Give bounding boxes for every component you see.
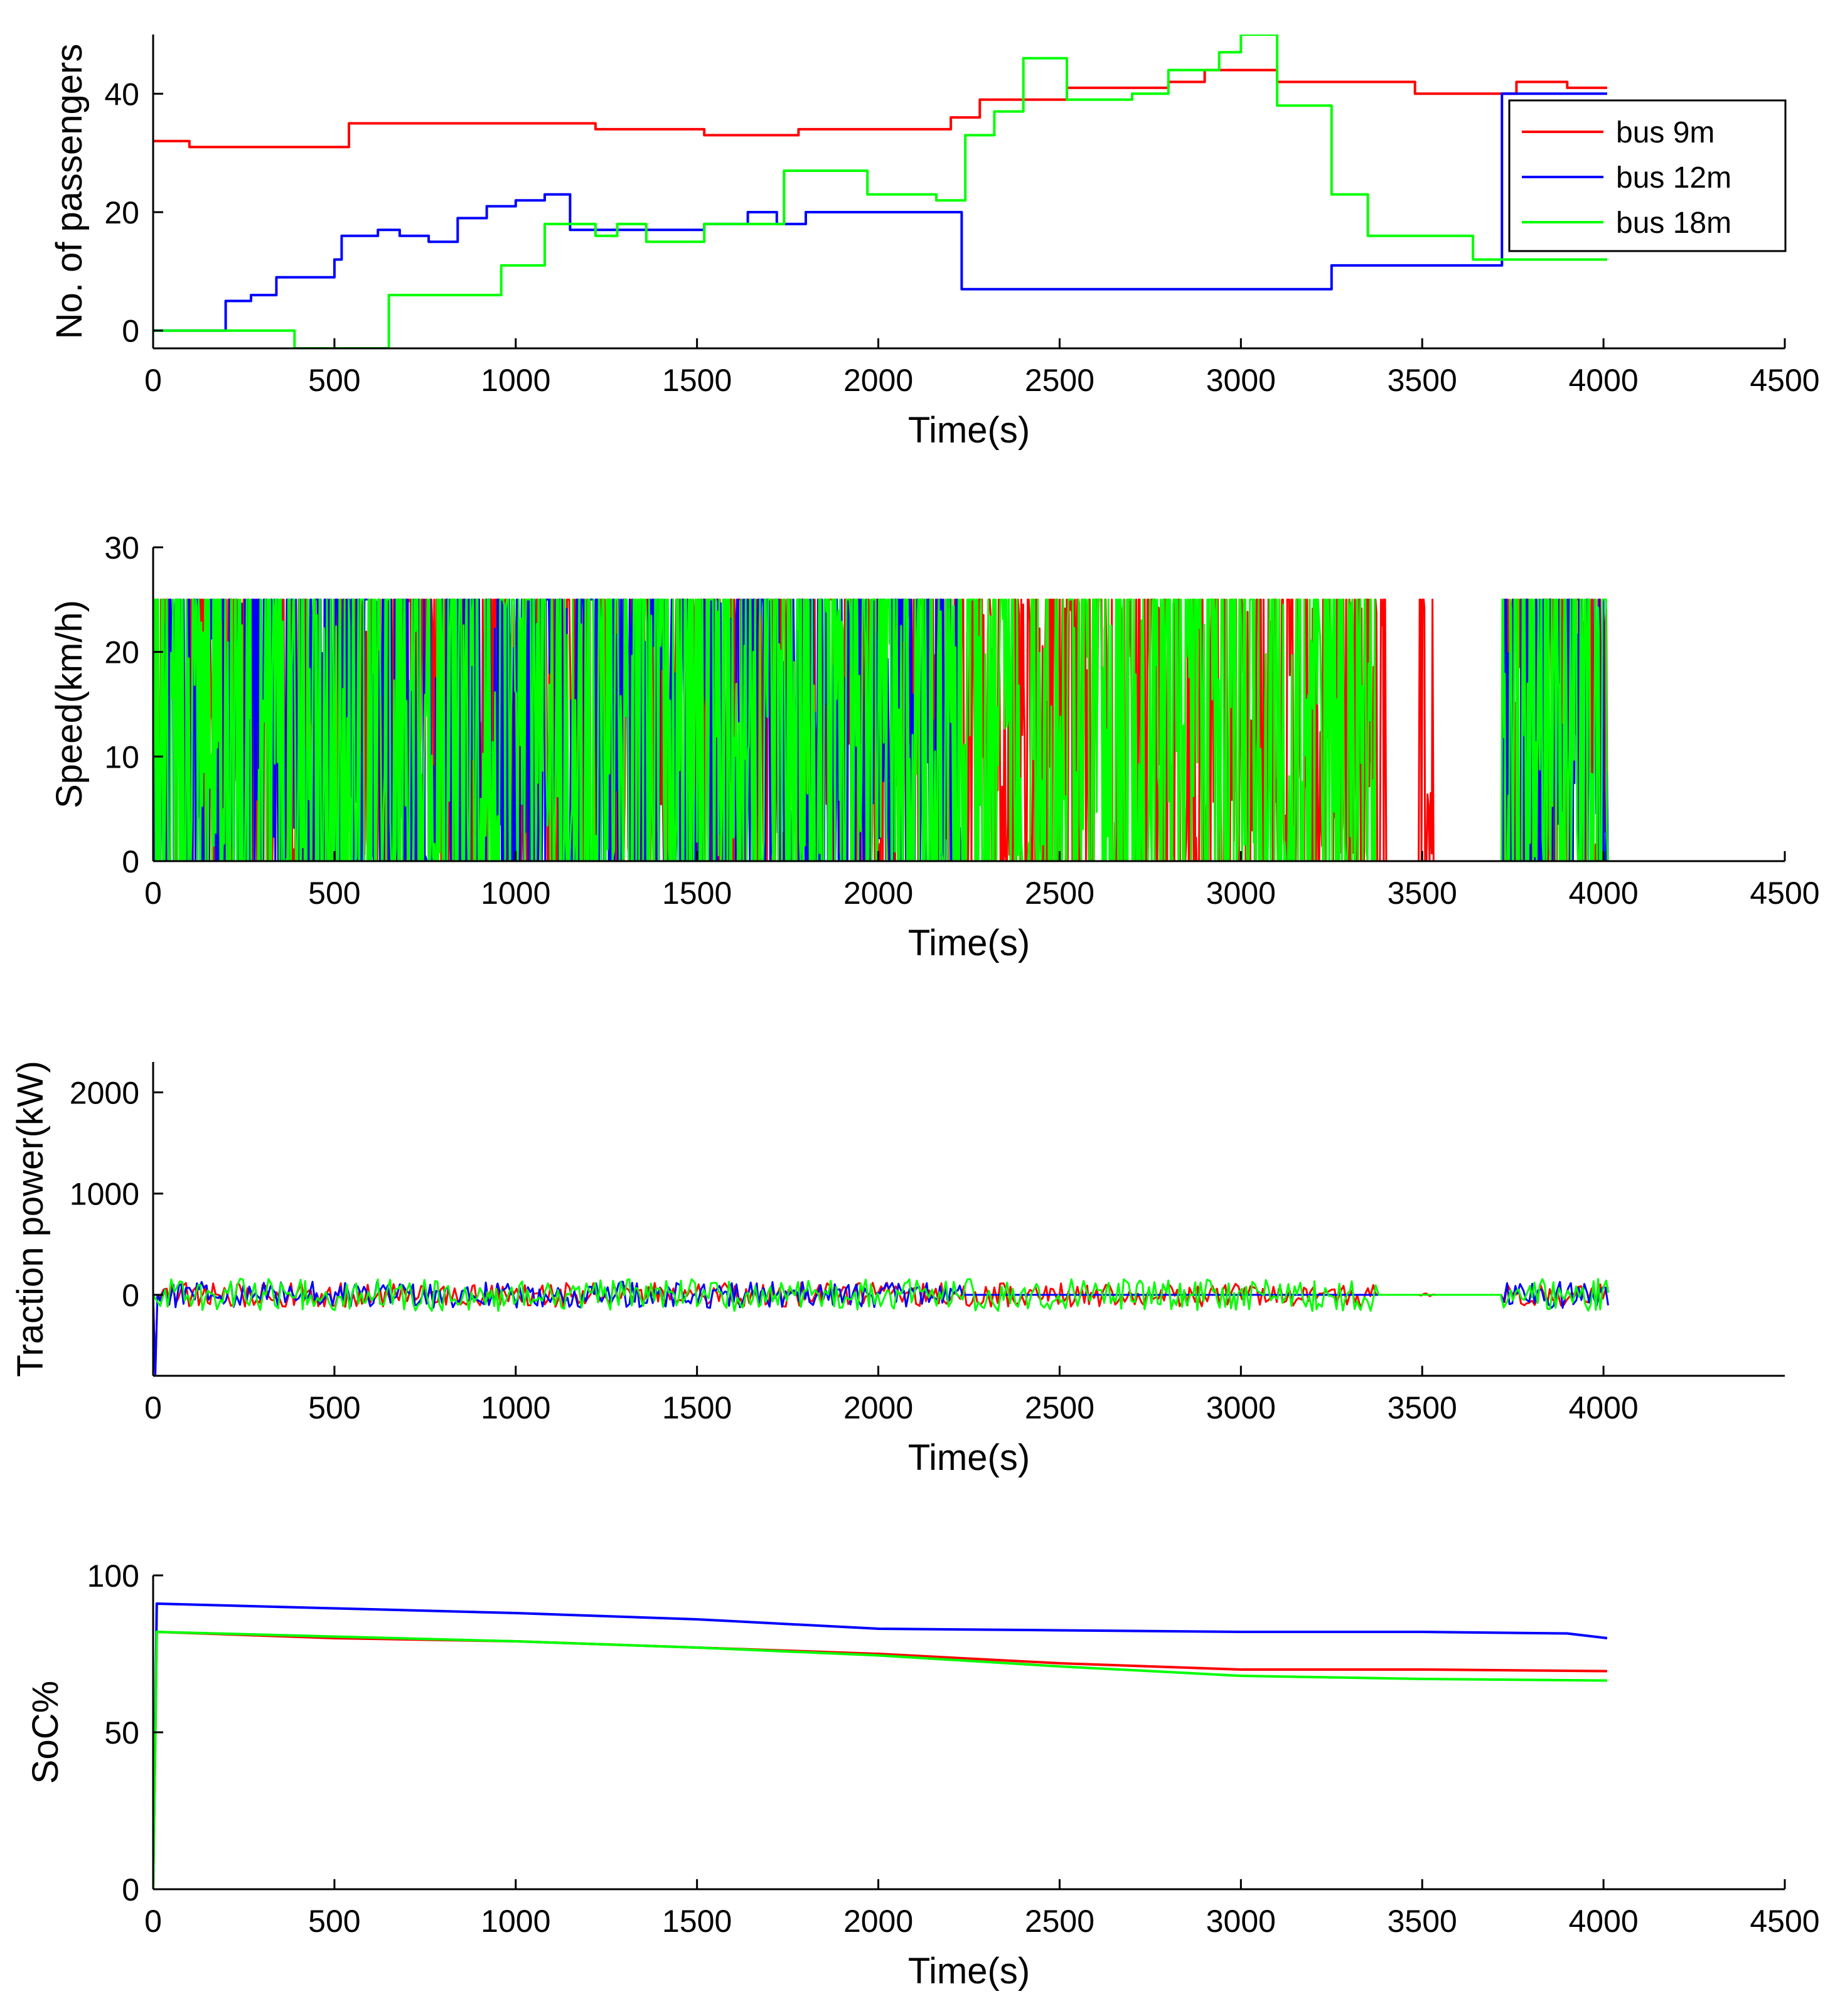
series-bus-18m [153, 1631, 1607, 1889]
x-tick-label: 1000 [481, 1904, 550, 1939]
x-axis-label: Time(s) [908, 1437, 1030, 1478]
x-tick-label: 1500 [662, 1390, 732, 1425]
x-tick-label: 3500 [1388, 363, 1457, 398]
series-bus-12m [153, 92, 1607, 332]
legend-label: bus 9m [1616, 116, 1715, 149]
x-tick-label: 500 [308, 1904, 360, 1939]
x-tick-label: 2500 [1025, 1390, 1094, 1425]
x-tick-label: 500 [308, 1390, 360, 1425]
x-tick-label: 2000 [843, 363, 913, 398]
x-tick-label: 1000 [481, 1390, 550, 1425]
y-tick-label: 20 [104, 195, 139, 230]
y-axis-label: No. of passengers [49, 44, 90, 340]
legend: bus 9m bus 12m bus 18m [1508, 99, 1787, 252]
x-tick-label: 0 [144, 876, 162, 911]
series-bus-18m [153, 35, 1607, 348]
x-tick-label: 1500 [662, 1904, 732, 1939]
x-tick-label: 2500 [1025, 1904, 1094, 1939]
x-tick-label: 3000 [1206, 1904, 1276, 1939]
x-tick-label: 4000 [1568, 1904, 1638, 1939]
y-tick-label: 40 [104, 77, 139, 112]
series-bus-12m [153, 1280, 1609, 1376]
x-tick-label: 3000 [1206, 363, 1276, 398]
y-tick-label: 100 [87, 1558, 139, 1594]
panel-speed: 0 500 1000 1500 2000 2500 3000 3500 4000 4500 0 10 2… [49, 530, 1820, 963]
y-tick-label: 2000 [70, 1075, 139, 1110]
x-tick-label: 2500 [1025, 363, 1094, 398]
y-axis-label: Speed(km/h) [49, 600, 90, 808]
series-bus-9m [153, 1282, 1609, 1376]
y-tick-label: 0 [122, 844, 139, 879]
plot-area [153, 35, 1607, 348]
x-tick-label: 4000 [1568, 876, 1638, 911]
plot-area [153, 1277, 1610, 1376]
y-axis-label: Traction power(kW) [10, 1061, 51, 1377]
panel-soc: 0 500 1000 1500 2000 2500 3000 3500 4000 4500 0 50 1… [25, 1558, 1820, 1992]
x-tick-label: 3000 [1206, 876, 1276, 911]
x-tick-label: 3000 [1206, 1390, 1276, 1425]
x-tick-label: 0 [144, 1390, 162, 1425]
y-tick-label: 20 [104, 635, 139, 670]
x-tick-label: 2500 [1025, 876, 1094, 911]
x-tick-label: 1500 [662, 876, 732, 911]
x-tick-label: 1000 [481, 876, 550, 911]
x-tick-label: 4000 [1568, 1390, 1638, 1425]
plot-area [153, 598, 1609, 861]
x-tick-label: 2000 [843, 1390, 913, 1425]
x-tick-label: 3500 [1388, 1390, 1457, 1425]
y-tick-label: 0 [122, 1278, 139, 1313]
y-tick-label: 50 [104, 1715, 139, 1751]
panel-traction: 0 500 1000 1500 2000 2500 3000 3500 4000 0 1000 200… [10, 1061, 1785, 1478]
series-bus-9m [153, 1631, 1607, 1889]
y-axis-label: SoC% [25, 1681, 66, 1784]
y-tick-label: 0 [122, 1872, 139, 1907]
legend-label: bus 12m [1616, 161, 1731, 195]
x-tick-label: 4000 [1568, 363, 1638, 398]
x-tick-label: 3500 [1388, 1904, 1457, 1939]
x-tick-label: 4500 [1750, 876, 1819, 911]
x-tick-label: 2000 [843, 1904, 913, 1939]
legend-label: bus 18m [1616, 206, 1731, 240]
series-bus-18m [153, 1277, 1610, 1312]
x-tick-label: 3500 [1388, 876, 1457, 911]
series-bus-9m [153, 68, 1607, 149]
y-tick-label: 1000 [70, 1177, 139, 1212]
x-tick-label: 0 [144, 363, 162, 398]
plot-area [153, 1602, 1608, 1889]
x-axis-label: Time(s) [908, 923, 1030, 963]
x-tick-label: 1000 [481, 363, 550, 398]
x-tick-label: 500 [308, 363, 360, 398]
x-tick-label: 4500 [1750, 363, 1819, 398]
y-tick-label: 10 [104, 739, 139, 775]
x-tick-label: 1500 [662, 363, 732, 398]
y-tick-label: 30 [104, 530, 139, 566]
x-axis-label: Time(s) [908, 410, 1030, 451]
x-tick-label: 2000 [843, 876, 913, 911]
series-bus-12m [153, 1602, 1608, 1889]
x-tick-label: 500 [308, 876, 360, 911]
x-tick-label: 0 [144, 1904, 162, 1939]
y-tick-label: 0 [122, 314, 139, 349]
x-axis-label: Time(s) [908, 1951, 1030, 1992]
series-bus-18m [153, 598, 1609, 861]
panel-passengers: 0 500 1000 1500 2000 2500 3000 3500 4000 4500 0 20 4… [49, 35, 1820, 451]
x-tick-label: 4500 [1750, 1904, 1819, 1939]
